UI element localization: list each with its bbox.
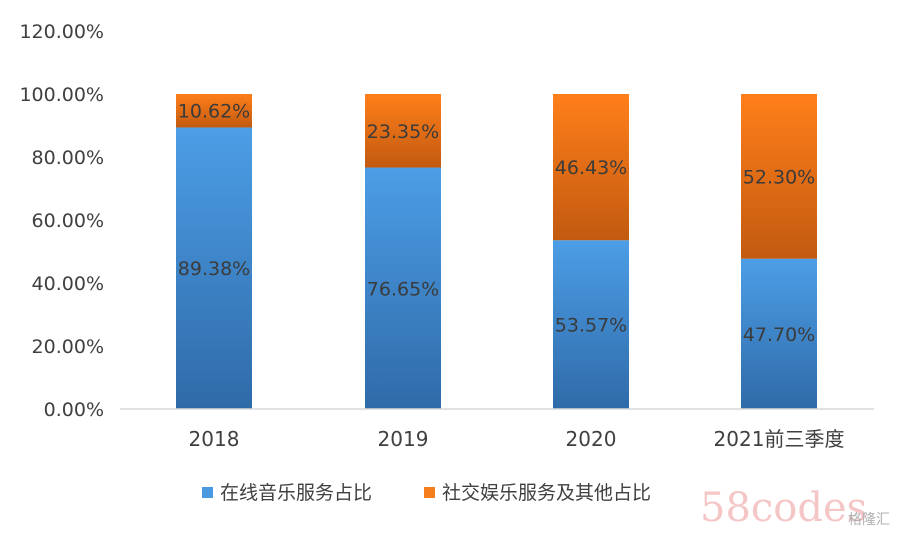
data-label: 23.35%	[367, 121, 439, 143]
bar-segment	[365, 167, 441, 409]
x-tick-label: 2020	[566, 427, 617, 451]
y-tick-label: 20.00%	[32, 336, 104, 358]
legend-label: 社交娱乐服务及其他占比	[442, 482, 651, 504]
x-tick-label: 2021前三季度	[714, 427, 845, 451]
y-tick-label: 80.00%	[32, 147, 104, 169]
y-axis: 0.00% 20.00% 40.00% 60.00% 80.00% 100.00% 120.…	[19, 21, 104, 421]
data-label: 10.62%	[178, 101, 250, 123]
y-tick-label: 40.00%	[32, 273, 104, 295]
x-tick-label: 2018	[189, 427, 240, 451]
watermark-badge: 格隆汇	[848, 512, 890, 528]
bar-segment	[365, 94, 441, 168]
data-label: 89.38%	[178, 258, 250, 280]
y-tick-label: 120.00%	[19, 21, 104, 43]
legend-swatch	[202, 487, 213, 498]
data-label: 46.43%	[555, 157, 627, 179]
y-tick-label: 60.00%	[32, 210, 104, 232]
bar-segment	[176, 127, 252, 409]
legend-label: 在线音乐服务占比	[220, 482, 372, 504]
y-tick-label: 100.00%	[19, 84, 104, 106]
bar-segment	[176, 94, 252, 128]
data-label: 53.57%	[555, 315, 627, 337]
bar-segment	[741, 258, 817, 409]
bars-group: 89.38% 10.62% 76.65% 23.35% 53.57% 46.43% 47.7…	[176, 94, 817, 409]
watermark-text: 58codes	[700, 485, 867, 531]
legend: 在线音乐服务占比 社交娱乐服务及其他占比	[202, 482, 651, 504]
y-tick-label: 0.00%	[44, 399, 104, 421]
data-label: 47.70%	[743, 324, 815, 346]
x-axis: 2018 2019 2020 2021前三季度	[189, 427, 845, 451]
x-tick-label: 2019	[378, 427, 429, 451]
bar-segment	[741, 94, 817, 259]
bar-segment	[553, 240, 629, 409]
bar-segment	[553, 94, 629, 241]
legend-swatch	[424, 487, 435, 498]
data-label: 76.65%	[367, 278, 439, 300]
data-label: 52.30%	[743, 166, 815, 188]
